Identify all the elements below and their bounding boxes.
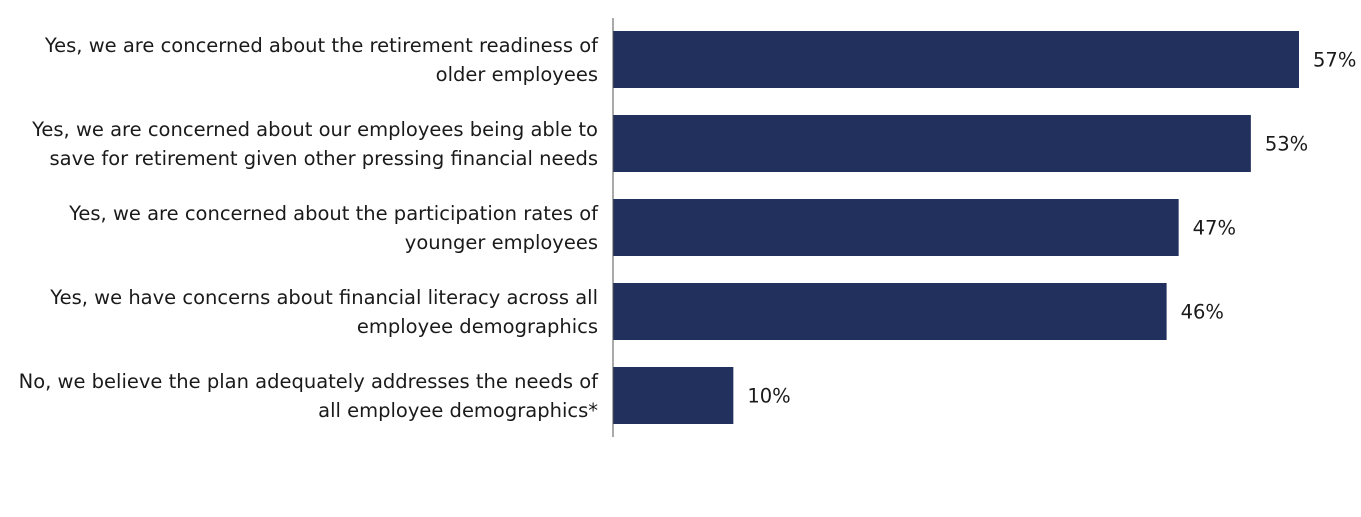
bar-2	[613, 115, 1251, 172]
value-label-3: 47%	[1193, 217, 1236, 240]
category-label-2-line-2: save for retirement given other pressing…	[49, 147, 598, 170]
category-labels-group: Yes, we are concerned about the retireme…	[19, 34, 600, 422]
bar-1	[613, 31, 1299, 88]
category-label-4-line-1: Yes, we have concerns about financial li…	[49, 286, 598, 309]
category-label-5-line-1: No, we believe the plan adequately addre…	[19, 370, 599, 393]
category-label-3-line-2: younger employees	[405, 231, 598, 254]
bar-3	[613, 199, 1179, 256]
category-label-1-line-1: Yes, we are concerned about the retireme…	[44, 34, 599, 57]
value-label-2: 53%	[1265, 133, 1308, 156]
bar-5	[613, 367, 734, 424]
category-label-1-line-2: older employees	[436, 63, 598, 86]
category-label-4-line-2: employee demographics	[357, 315, 598, 338]
category-label-3-line-1: Yes, we are concerned about the particip…	[68, 202, 599, 225]
value-label-5: 10%	[747, 385, 790, 408]
value-label-4: 46%	[1181, 301, 1224, 324]
category-label-2-line-1: Yes, we are concerned about our employee…	[31, 118, 598, 141]
value-label-1: 57%	[1313, 49, 1356, 72]
value-labels-group: 57% 53% 47% 46% 10%	[747, 49, 1356, 408]
bars-group	[613, 31, 1299, 424]
bar-4	[613, 283, 1167, 340]
category-label-5-line-2: all employee demographics*	[318, 399, 598, 422]
